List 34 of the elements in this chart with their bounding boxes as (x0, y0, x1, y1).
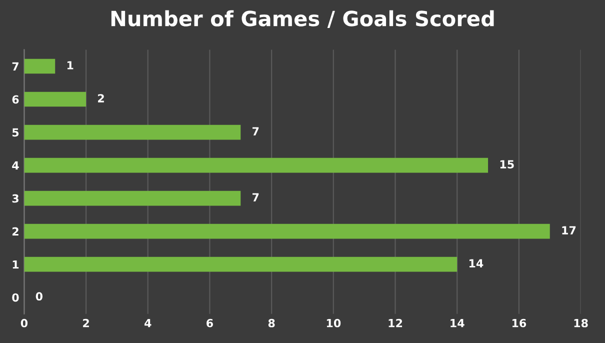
chart-title: Number of Games / Goals Scored (111, 10, 494, 28)
y-tick-label: 2 (12, 227, 18, 236)
bar (24, 224, 550, 239)
data-label: 0 (36, 292, 43, 301)
y-tick-label: 5 (12, 128, 19, 137)
x-tick-label: 6 (206, 318, 213, 328)
y-tick-label: 7 (12, 62, 18, 70)
y-tick-label: 1 (12, 260, 19, 269)
data-label: 15 (500, 160, 514, 169)
y-tick-label: 4 (12, 161, 19, 170)
bar (24, 158, 488, 173)
bar (24, 190, 241, 206)
x-tick-label: 12 (388, 318, 402, 328)
x-tick-label: 8 (268, 318, 275, 328)
data-label: 7 (252, 127, 259, 136)
bar (24, 92, 86, 107)
x-tick-label: 4 (144, 319, 152, 328)
x-tick-label: 16 (512, 318, 526, 328)
x-tick-label: 2 (83, 318, 89, 328)
data-label: 17 (562, 226, 576, 234)
y-tick-label: 6 (12, 95, 19, 104)
x-tick-label: 10 (326, 318, 341, 328)
data-label: 7 (252, 193, 259, 202)
bar (24, 124, 241, 140)
x-tick-label: 0 (20, 318, 28, 328)
data-label: 2 (98, 94, 104, 102)
y-tick-label: 3 (12, 194, 18, 203)
bar (24, 58, 56, 74)
x-tick-label: 14 (450, 319, 464, 328)
y-tick-label: 0 (12, 293, 19, 302)
data-label: 1 (67, 61, 74, 70)
x-tick-label: 18 (574, 318, 588, 328)
data-label: 14 (469, 259, 484, 268)
bar (24, 256, 458, 272)
